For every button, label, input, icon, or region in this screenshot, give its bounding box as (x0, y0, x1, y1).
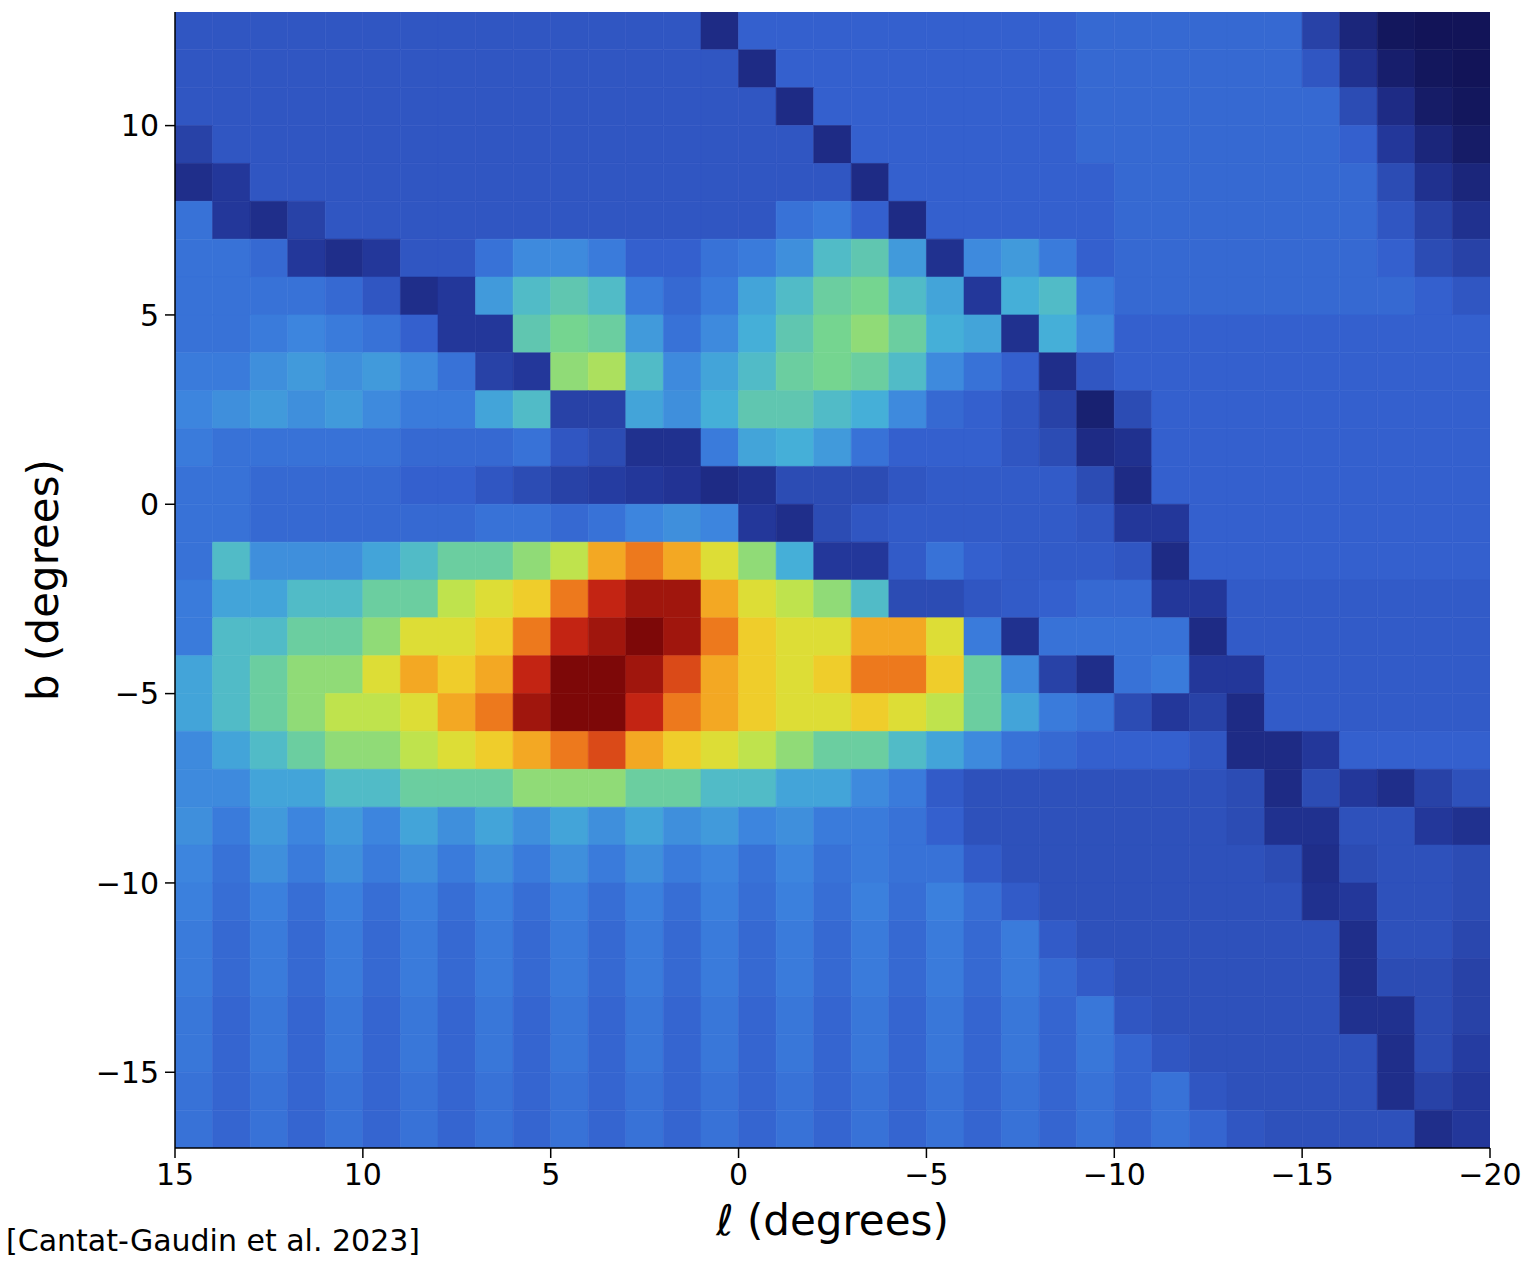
html-text:ℓ (degrees): ℓ (degrees) (716, 1196, 949, 1245)
svg-text:5: 5 (541, 1157, 560, 1192)
html-text:b (degrees): b (degrees) (19, 459, 68, 701)
svg-text:−10: −10 (96, 866, 159, 901)
svg-text:10: 10 (344, 1157, 382, 1192)
svg-text:15: 15 (156, 1157, 194, 1192)
svg-text:−5: −5 (115, 676, 159, 711)
svg-text:10: 10 (121, 108, 159, 143)
svg-text:−10: −10 (1083, 1157, 1146, 1192)
svg-text:−5: −5 (904, 1157, 948, 1192)
svg-text:−20: −20 (1458, 1157, 1521, 1192)
html-text:[Cantat-Gaudin et al. 2023]: [Cantat-Gaudin et al. 2023] (6, 1223, 421, 1258)
svg-text:0: 0 (140, 487, 159, 522)
svg-text:5: 5 (140, 298, 159, 333)
svg-text:−15: −15 (96, 1055, 159, 1090)
svg-text:−15: −15 (1270, 1157, 1333, 1192)
svg-text:0: 0 (729, 1157, 748, 1192)
